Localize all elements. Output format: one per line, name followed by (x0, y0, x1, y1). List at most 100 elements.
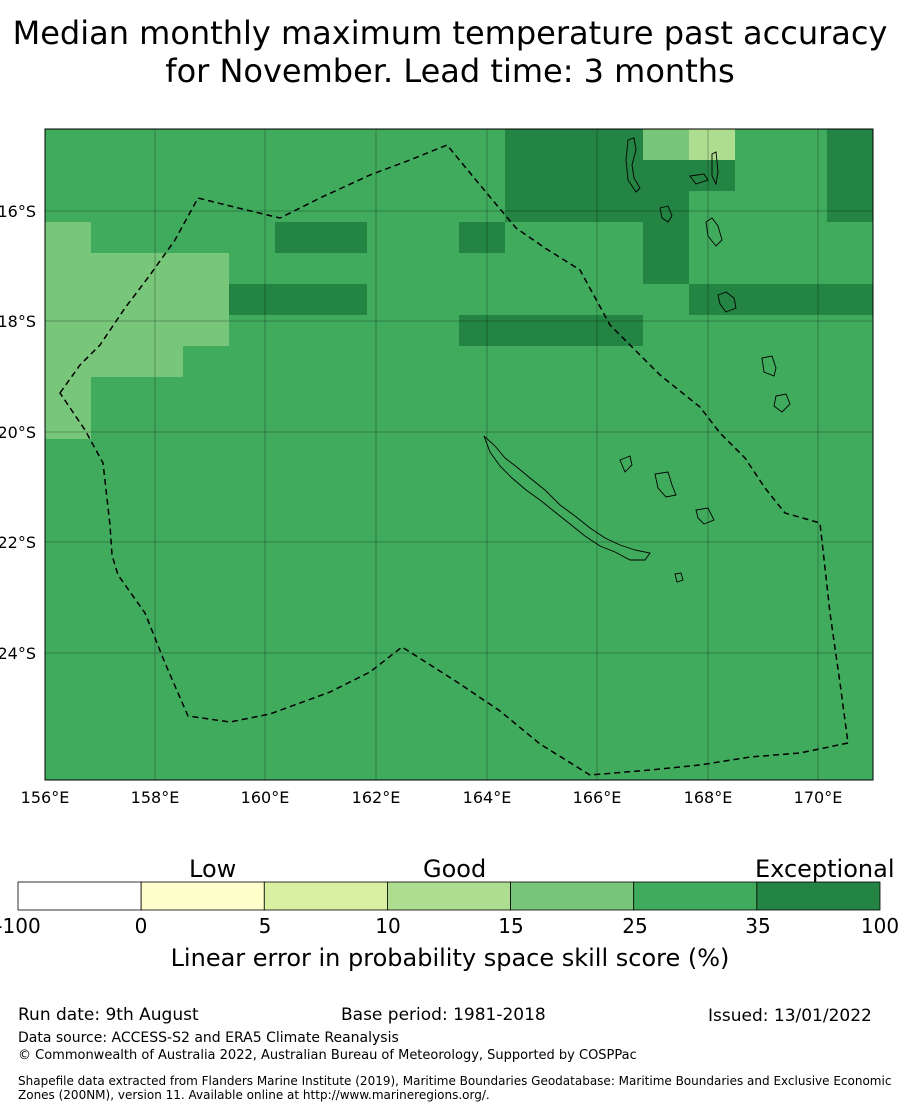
grid-cell (45, 408, 92, 440)
grid-cell (643, 284, 690, 316)
grid-cell (413, 749, 460, 780)
grid-cell (689, 625, 736, 657)
grid-cell (459, 408, 506, 440)
grid-cell (827, 222, 873, 254)
grid-cell (321, 315, 368, 347)
grid-cell (735, 129, 782, 161)
grid-cell (643, 718, 690, 750)
lat-tick-label: 16°S (0, 202, 36, 221)
grid-cell (735, 408, 782, 440)
loyalty-island-1 (619, 455, 633, 473)
grid-cell (597, 594, 644, 626)
lat-tick-label: 22°S (0, 533, 36, 552)
grid-cell (551, 408, 598, 440)
grid-cell (183, 160, 230, 192)
grid-cell (321, 439, 368, 471)
grid-cell (91, 160, 138, 192)
grid-cell (873, 129, 900, 161)
grid-cell (137, 501, 184, 533)
grid-cell (321, 377, 368, 409)
grid-cell (229, 408, 276, 440)
grid-cell (229, 594, 276, 626)
grid-cell (137, 594, 184, 626)
grid-cell (551, 656, 598, 688)
grid-cell (275, 315, 322, 347)
grid-cell (275, 563, 322, 595)
grid-cell (551, 253, 598, 285)
lon-tick-label: 170°E (794, 788, 843, 807)
grid-cell (459, 470, 506, 502)
colorbar-tick: 0 (134, 914, 148, 938)
grid-cell (689, 408, 736, 440)
grid-cell (689, 222, 736, 254)
grid-cell (45, 470, 92, 502)
grid-cell (735, 749, 782, 780)
grid-cell (367, 191, 414, 223)
grid-cell (689, 718, 736, 750)
colorbar-segment (17, 881, 142, 911)
grid-cell (45, 501, 92, 533)
vanuatu-santo (625, 137, 641, 193)
grid-cell (45, 749, 92, 780)
grid-cell (367, 315, 414, 347)
colorbar-tick: 10 (375, 914, 401, 938)
grid-cell (781, 346, 828, 378)
grid-cell (873, 315, 900, 347)
grid-cell (689, 563, 736, 595)
grid-cell (45, 129, 92, 161)
grid-cell (735, 532, 782, 564)
grid-cell (321, 687, 368, 719)
colorbar-segment (756, 881, 881, 911)
grid-cell (367, 470, 414, 502)
grid-cell (275, 439, 322, 471)
grid-cell (505, 749, 552, 780)
grid-cell (45, 284, 92, 316)
grid-cell (551, 222, 598, 254)
grid-cell (367, 532, 414, 564)
grid-cell (873, 222, 900, 254)
grid-cell (643, 532, 690, 564)
grid-cell (689, 439, 736, 471)
grid-cell (597, 315, 644, 347)
grid-cell (781, 656, 828, 688)
grid-cell (597, 749, 644, 780)
grid-cell (413, 129, 460, 161)
grid-cell (781, 253, 828, 285)
grid-cell (781, 222, 828, 254)
grid-cell (781, 408, 828, 440)
grid-cell (827, 315, 873, 347)
grid-cell (735, 439, 782, 471)
grid-cell (597, 253, 644, 285)
run-date: Run date: 9th August (18, 1005, 199, 1025)
map-gridlines (45, 129, 873, 780)
grid-cell (45, 160, 92, 192)
colorbar-tick: 35 (745, 914, 771, 938)
grid-cell (91, 532, 138, 564)
grid-cell (689, 284, 736, 316)
grid-cell (597, 160, 644, 192)
grid-cell (183, 718, 230, 750)
colorbar-tick: -100 (0, 914, 41, 938)
grid-cell (45, 315, 92, 347)
grid-cell (781, 563, 828, 595)
grid-cell (275, 222, 322, 254)
grid-cell (459, 284, 506, 316)
grid-cell (91, 315, 138, 347)
grid-cell (505, 501, 552, 533)
grid-cell (827, 501, 873, 533)
grid-cell (321, 191, 368, 223)
grid-cell (873, 284, 900, 316)
grid-cell (275, 532, 322, 564)
grid-cell (183, 687, 230, 719)
grid-cell (183, 532, 230, 564)
grid-cell (275, 284, 322, 316)
grid-cell (459, 253, 506, 285)
base-period: Base period: 1981-2018 (341, 1005, 546, 1025)
grid-cell (45, 253, 92, 285)
chart-title: Median monthly maximum temperature past … (12, 14, 888, 90)
grid-cell (413, 501, 460, 533)
grid-cell (827, 284, 873, 316)
grid-cell (735, 501, 782, 533)
map-frame (44, 128, 874, 781)
grid-cell (91, 408, 138, 440)
